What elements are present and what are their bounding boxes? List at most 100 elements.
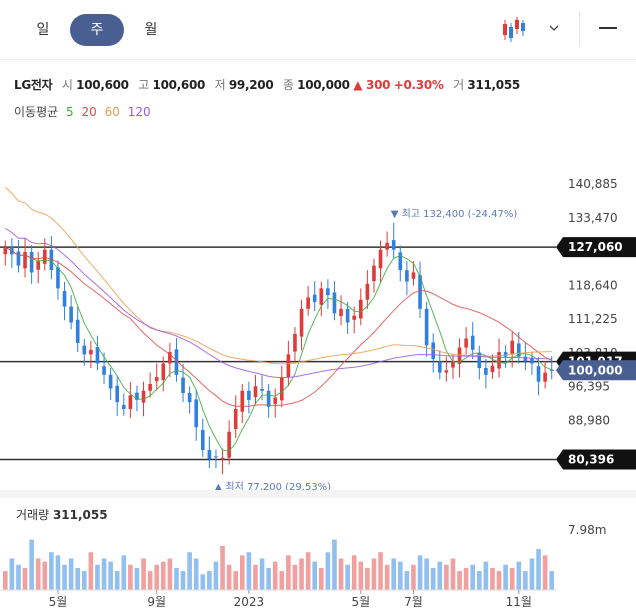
- open-label: 시: [61, 78, 73, 92]
- candle: [161, 356, 166, 392]
- candle: [23, 238, 27, 278]
- volume-bar: [272, 561, 278, 590]
- volume-bar: [167, 558, 173, 590]
- candle: [398, 245, 403, 282]
- candle: [332, 281, 337, 321]
- reference-value: 127,060: [568, 240, 623, 254]
- candle: [451, 354, 455, 379]
- candle: [115, 376, 120, 416]
- volume-bar: [121, 555, 127, 590]
- ma-120[interactable]: 120: [127, 105, 151, 119]
- candle: [536, 357, 541, 396]
- candle: [279, 365, 284, 408]
- candle-body: [319, 288, 324, 305]
- candle-body: [358, 299, 363, 319]
- candle-body: [148, 383, 152, 391]
- candle: [273, 388, 278, 418]
- candle-body: [530, 358, 534, 364]
- moving-average-legend: 이동평균 5 20 60 120: [14, 103, 151, 120]
- candle: [75, 306, 80, 353]
- candle-body: [115, 385, 120, 403]
- candle: [108, 368, 113, 400]
- tab-day[interactable]: 일: [36, 22, 50, 38]
- reference-value: 80,396: [568, 453, 614, 467]
- candle: [220, 448, 225, 475]
- candle-body: [95, 347, 100, 364]
- candle-body: [49, 249, 54, 271]
- candle: [95, 335, 100, 371]
- ma-20[interactable]: 20: [81, 105, 97, 119]
- moving-average-line-20: [5, 246, 552, 407]
- candle-body: [286, 354, 291, 378]
- volume-bar: [22, 567, 28, 590]
- volume-bar: [529, 558, 535, 590]
- volume-bar: [16, 564, 21, 590]
- volume-label: 거: [453, 78, 464, 92]
- volume-bar: [496, 571, 502, 590]
- chevron-down-icon[interactable]: [544, 16, 564, 40]
- candle: [227, 420, 231, 465]
- stock-name: LG전자: [14, 78, 53, 92]
- hamburger-icon[interactable]: [596, 16, 620, 40]
- close-value: 100,000: [297, 78, 350, 92]
- candle: [378, 240, 383, 282]
- candle-body: [23, 251, 27, 269]
- candle: [154, 363, 159, 391]
- price-tick-label: 88,980: [568, 413, 610, 427]
- ma-5[interactable]: 5: [66, 105, 74, 119]
- ma-60[interactable]: 60: [104, 105, 120, 119]
- candle-body: [345, 308, 350, 323]
- volume-bar: [318, 567, 324, 590]
- candle: [411, 261, 416, 286]
- quote-summary: LG전자 시 100,600 고 100,600 저 99,200 종 100,…: [14, 76, 520, 93]
- candle: [148, 372, 152, 398]
- candle-body: [75, 319, 80, 343]
- candle-body: [108, 374, 113, 389]
- tab-week[interactable]: 주: [70, 14, 124, 46]
- change-pct: +0.30%: [393, 78, 444, 92]
- candle-body: [82, 345, 87, 355]
- candle-body: [424, 308, 429, 346]
- volume-bar: [180, 571, 186, 590]
- price-tick-label: 140,885: [568, 177, 618, 191]
- candlestick-icon[interactable]: [497, 14, 531, 44]
- volume-bar: [397, 561, 403, 590]
- tab-month[interactable]: 월: [144, 22, 158, 38]
- reference-badge-bg: [556, 449, 636, 470]
- volume-bar: [9, 558, 15, 590]
- reference-badge-bg: [556, 237, 636, 258]
- candle-body: [484, 368, 488, 375]
- volume-bar: [55, 555, 61, 590]
- price-chart[interactable]: 140,885133,470118,640111,225103,81096,39…: [0, 130, 636, 612]
- candle: [293, 327, 297, 364]
- volume-bar: [233, 571, 239, 590]
- candle: [266, 383, 271, 419]
- volume-bar: [417, 555, 423, 590]
- candle-body: [444, 370, 449, 373]
- x-tick-label: 9월: [147, 595, 166, 609]
- candle: [470, 322, 475, 359]
- volume-bar: [147, 571, 153, 590]
- high-value: 100,600: [152, 78, 206, 92]
- volume-bar: [246, 552, 252, 590]
- candle: [484, 358, 488, 389]
- volume-bar: [351, 555, 357, 590]
- volume-bar: [463, 567, 469, 590]
- reference-badge: 80,396: [556, 449, 636, 470]
- moving-average-label: 이동평균: [14, 105, 59, 119]
- candle: [62, 281, 67, 321]
- volume-bar: [536, 549, 541, 590]
- candle-body: [135, 392, 139, 400]
- candle: [181, 363, 185, 403]
- volume-bar: [424, 558, 429, 590]
- candle-body: [451, 361, 455, 368]
- candle-body: [536, 366, 541, 382]
- candle: [299, 299, 304, 351]
- candle: [503, 345, 508, 369]
- volume-bar: [174, 567, 179, 590]
- candle: [358, 288, 363, 326]
- candle: [128, 381, 133, 419]
- candle-body: [306, 297, 310, 309]
- candle-body: [418, 275, 422, 309]
- volume-axis-label: 7.98m: [568, 523, 606, 537]
